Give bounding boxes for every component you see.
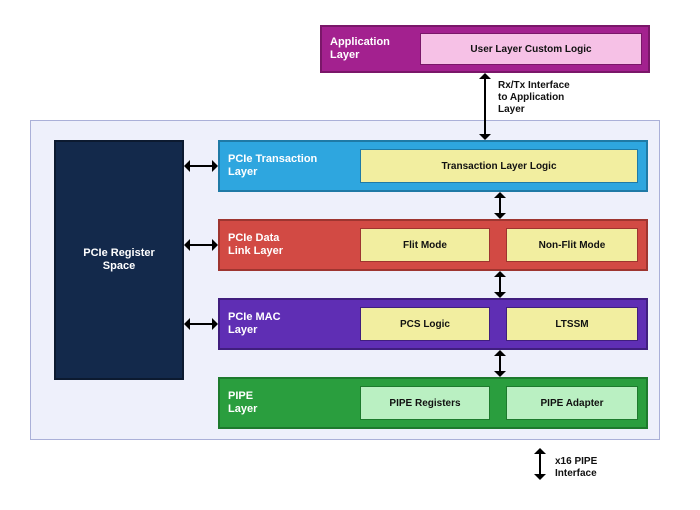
- pcie-register-space-box: PCIe RegisterSpace: [54, 140, 184, 380]
- layer-inner-mac-0: PCS Logic: [360, 307, 490, 341]
- application-layer-label: ApplicationLayer: [322, 36, 398, 62]
- layer-label-datalink: PCIe DataLink Layer: [220, 232, 291, 258]
- layer-label-transaction: PCIe TransactionLayer: [220, 153, 325, 179]
- layer-inner-mac-1: LTSSM: [506, 307, 638, 341]
- layer-inner-transaction-0: Transaction Layer Logic: [360, 149, 638, 183]
- layer-label-mac: PCIe MACLayer: [220, 311, 289, 337]
- layer-inner-datalink-1: Non-Flit Mode: [506, 228, 638, 262]
- user-layer-custom-logic-box: User Layer Custom Logic: [420, 33, 642, 65]
- layer-label-pipe: PIPELayer: [220, 390, 265, 416]
- layer-inner-pipe-0: PIPE Registers: [360, 386, 490, 420]
- layer-inner-datalink-0: Flit Mode: [360, 228, 490, 262]
- pipe-interface-label: x16 PIPEInterface: [555, 456, 597, 480]
- user-layer-custom-logic-text: User Layer Custom Logic: [470, 44, 591, 55]
- diagram-root: ApplicationLayer User Layer Custom Logic…: [0, 0, 700, 510]
- layer-inner-pipe-1: PIPE Adapter: [506, 386, 638, 420]
- rx-tx-interface-label: Rx/Tx Interfaceto ApplicationLayer: [498, 80, 570, 116]
- pcie-register-space-label: PCIe RegisterSpace: [56, 247, 182, 273]
